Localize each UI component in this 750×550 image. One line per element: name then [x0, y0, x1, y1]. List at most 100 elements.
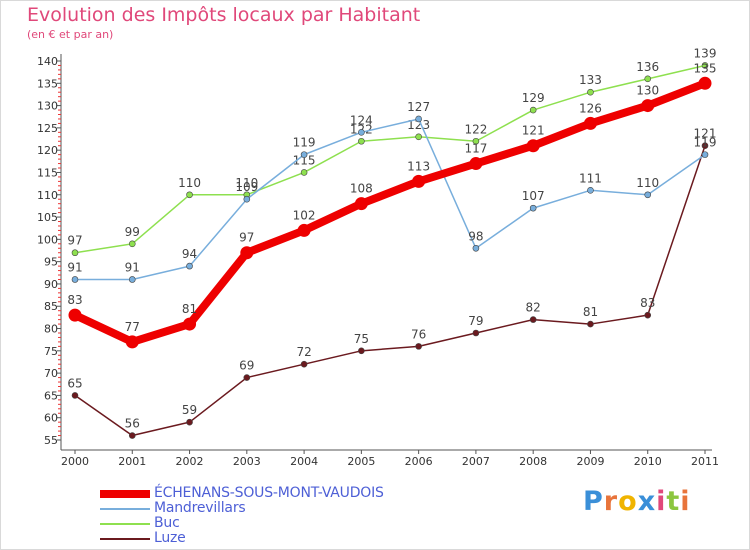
y-tick-label: 130 — [37, 100, 58, 113]
y-tick-label: 70 — [44, 367, 58, 380]
series--chenans-sous-mont-vaudois: 83 77 81 97 102 108 113 117 121 126 130 135 — [67, 61, 717, 349]
data-label: 82 — [526, 301, 541, 315]
data-point — [297, 223, 311, 237]
data-label: 56 — [125, 417, 140, 431]
data-label: 122 — [464, 122, 487, 136]
y-tick-label: 135 — [37, 77, 58, 90]
y-tick-label: 120 — [37, 144, 58, 157]
logo-letter: t — [666, 486, 681, 517]
data-point — [644, 75, 652, 83]
data-label: 133 — [579, 73, 602, 87]
x-tick-label: 2008 — [519, 455, 547, 468]
data-point — [300, 360, 308, 368]
x-tick-label: 2004 — [290, 455, 318, 468]
data-point — [71, 249, 79, 257]
data-point — [125, 335, 139, 349]
y-tick-label: 100 — [37, 233, 58, 246]
data-label: 77 — [125, 320, 140, 334]
data-point — [641, 99, 655, 113]
data-label: 108 — [350, 182, 373, 196]
data-label: 97 — [67, 234, 82, 248]
data-label: 109 — [235, 180, 258, 194]
x-tick-label: 2003 — [233, 455, 261, 468]
y-tick-label: 110 — [37, 189, 58, 202]
y-tick-label: 80 — [44, 323, 58, 336]
logo-letter: x — [637, 486, 657, 517]
data-point — [186, 191, 193, 199]
x-tick-label: 2011 — [691, 455, 719, 468]
data-label: 110 — [178, 176, 201, 190]
data-point — [71, 276, 79, 283]
series-line — [74, 64, 706, 254]
data-point — [415, 133, 422, 141]
y-tick-label: 85 — [44, 300, 58, 313]
series-line — [73, 79, 707, 346]
data-label: 91 — [125, 260, 140, 274]
x-tick-label: 2000 — [61, 455, 89, 468]
x-tick-label: 2001 — [118, 455, 146, 468]
data-point — [354, 197, 368, 211]
data-label: 97 — [239, 231, 254, 245]
data-label: 135 — [694, 61, 717, 75]
data-point — [186, 262, 193, 270]
x-tick-label: 2006 — [405, 455, 433, 468]
legend-swatch — [100, 507, 150, 510]
chart-subtitle: (en € et par an) — [27, 28, 114, 41]
data-label: 102 — [293, 208, 316, 222]
series-buc: 9799110110115122123122129133136139 — [67, 46, 716, 257]
data-point — [128, 276, 136, 283]
data-label: 91 — [67, 260, 82, 274]
data-point — [529, 316, 537, 323]
data-point — [644, 311, 652, 319]
legend-swatch — [100, 489, 150, 498]
logo-letter: i — [656, 486, 667, 517]
data-label: 126 — [579, 101, 602, 115]
y-tick-label: 55 — [44, 434, 58, 447]
data-point — [240, 246, 254, 260]
y-tick-label: 115 — [37, 166, 58, 179]
y-tick-label: 75 — [44, 345, 58, 358]
data-label: 111 — [579, 171, 602, 185]
x-tick-label: 2007 — [462, 455, 490, 468]
data-label: 113 — [407, 159, 430, 173]
data-label: 83 — [640, 296, 655, 310]
proxiti-logo: Proxiti — [583, 486, 691, 517]
data-label: 65 — [67, 376, 82, 390]
data-label: 127 — [407, 100, 430, 114]
data-point — [183, 317, 197, 331]
data-point — [472, 137, 480, 145]
data-point — [469, 157, 483, 171]
y-tick-label: 125 — [37, 122, 58, 135]
data-point — [529, 106, 537, 114]
logo-letter: i — [680, 486, 691, 517]
data-label: 79 — [468, 314, 483, 328]
data-point — [186, 418, 193, 426]
data-label: 81 — [583, 305, 598, 319]
data-point — [701, 151, 709, 158]
series-luze: 65 56 59 69 72 75 76 79 82 81 83 121 — [67, 127, 716, 439]
data-point — [128, 240, 136, 248]
data-point — [701, 142, 709, 150]
data-label: 75 — [354, 332, 369, 346]
data-label: 123 — [407, 118, 430, 132]
data-point — [587, 320, 594, 328]
data-point — [68, 308, 82, 322]
y-tick-label: 105 — [37, 211, 58, 224]
legend-label: Buc — [154, 515, 180, 531]
data-label: 119 — [293, 136, 316, 150]
legend-label: ÉCHENANS-SOUS-MONT-VAUDOIS — [154, 485, 384, 501]
data-label: 76 — [411, 327, 426, 341]
legend-swatch — [100, 537, 150, 540]
series-mandrevillars: 91 91 94 109 119 124 127 98 107 111 110 119 — [67, 100, 716, 283]
data-point — [358, 347, 365, 355]
data-label: 119 — [694, 136, 717, 150]
data-label: 83 — [67, 293, 82, 307]
data-point — [415, 115, 422, 123]
x-tick-label: 2010 — [634, 455, 662, 468]
data-point — [300, 169, 308, 176]
data-point — [358, 137, 365, 145]
data-point — [128, 432, 136, 439]
y-tick-label: 60 — [44, 412, 58, 425]
legend-label: Luze — [154, 530, 186, 546]
